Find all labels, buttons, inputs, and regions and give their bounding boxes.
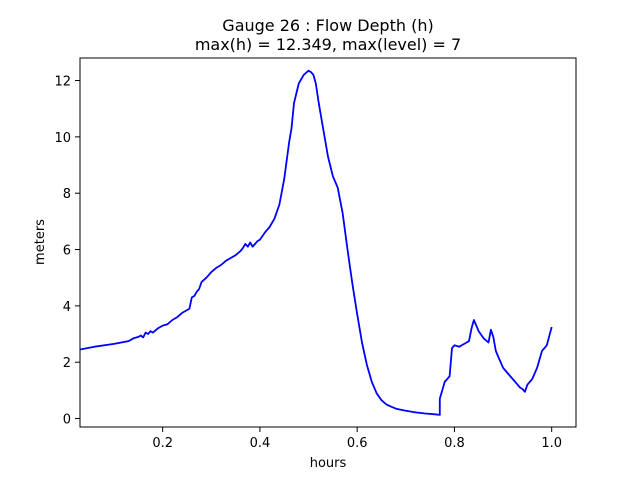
plot-area [79, 57, 577, 428]
chart-title-line-2: max(h) = 12.349, max(level) = 7 [195, 35, 461, 54]
y-tick-label: 4 [63, 300, 71, 315]
axes-frame [79, 57, 577, 428]
x-tick-label: 0.2 [152, 436, 173, 451]
y-tick-label: 12 [54, 75, 71, 90]
x-axis: 0.2 0.4 0.6 0.8 1.0 [152, 427, 562, 451]
y-axis-label: meters [33, 219, 48, 265]
series-line [79, 69, 553, 416]
y-tick-label: 8 [63, 187, 71, 202]
y-tick-label: 6 [63, 244, 71, 259]
y-axis: 0 2 4 6 8 10 12 [54, 75, 80, 428]
x-tick-label: 0.8 [444, 436, 465, 451]
x-tick-label: 1.0 [541, 436, 562, 451]
chart-title-line-1: Gauge 26 : Flow Depth (h) [222, 16, 433, 35]
y-tick-label: 2 [63, 356, 71, 371]
x-tick-label: 0.4 [250, 436, 271, 451]
x-tick-label: 0.6 [347, 436, 368, 451]
x-axis-label: hours [310, 456, 347, 471]
y-tick-label: 10 [54, 131, 71, 146]
y-tick-label: 0 [63, 413, 71, 428]
